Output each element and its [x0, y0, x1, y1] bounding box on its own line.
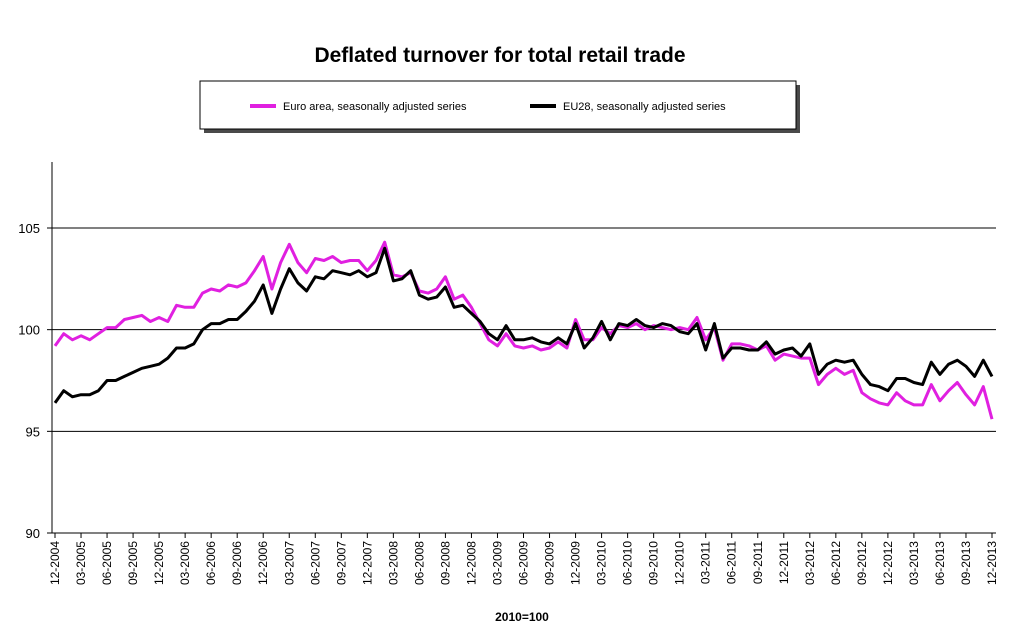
y-tick-label: 90: [26, 526, 40, 541]
series-line-euro-area: [53, 240, 994, 420]
x-tick-label: 12-2012: [881, 541, 895, 585]
x-tick-label: 12-2007: [360, 541, 374, 585]
x-tick-label: 06-2010: [621, 541, 635, 585]
x-tick-label: 06-2006: [204, 541, 218, 585]
y-tick-label: 105: [18, 221, 40, 236]
x-tick-label: 12-2004: [48, 541, 62, 585]
x-tick-label: 06-2012: [829, 541, 843, 585]
x-tick-label: 03-2013: [907, 541, 921, 585]
x-axis-ticks: 12-2004 03-2005 06-2005 09-2005 12-2005 03-20…: [48, 533, 999, 585]
x-tick-label: 03-2011: [699, 541, 713, 584]
legend-label-euro-area: Euro area, seasonally adjusted series: [283, 101, 467, 113]
x-tick-label: 06-2005: [100, 541, 114, 585]
chart-title: Deflated turnover for total retail trade: [314, 44, 685, 67]
x-tick-label: 09-2005: [126, 541, 140, 585]
x-tick-label: 09-2011: [751, 541, 765, 584]
x-tick-label: 03-2012: [803, 541, 817, 585]
series-lines: [53, 240, 994, 420]
x-tick-label: 06-2008: [412, 541, 426, 585]
x-tick-label: 06-2009: [517, 541, 531, 585]
x-tick-label: 09-2013: [959, 541, 973, 585]
x-tick-label: 09-2009: [543, 541, 557, 585]
y-axis-ticks: 90 95 100 105: [18, 221, 52, 541]
x-tick-label: 12-2005: [152, 541, 166, 585]
x-tick-label: 12-2008: [464, 541, 478, 585]
x-tick-label: 03-2008: [386, 541, 400, 585]
x-tick-label: 09-2008: [438, 541, 452, 585]
series-line-eu28: [53, 246, 994, 404]
x-tick-label: 03-2006: [178, 541, 192, 585]
x-tick-label: 03-2005: [74, 541, 88, 585]
x-tick-label: 09-2012: [855, 541, 869, 585]
x-tick-label: 06-2013: [933, 541, 947, 585]
x-tick-label: 12-2006: [256, 541, 270, 585]
x-tick-label: 03-2007: [282, 541, 296, 585]
x-tick-label: 09-2006: [230, 541, 244, 585]
x-tick-label: 09-2010: [647, 541, 661, 585]
y-tick-label: 95: [26, 424, 40, 439]
legend-box: [199, 80, 797, 130]
x-tick-label: 03-2009: [490, 541, 504, 585]
x-tick-label: 03-2010: [595, 541, 609, 585]
y-tick-label: 100: [18, 323, 40, 338]
x-tick-label: 09-2007: [334, 541, 348, 585]
gridlines: [52, 227, 996, 432]
x-axis-label: 2010=100: [495, 610, 549, 624]
x-tick-label: 12-2010: [673, 541, 687, 585]
x-tick-label: 12-2009: [569, 541, 583, 585]
x-tick-label: 06-2011: [725, 541, 739, 584]
x-tick-label: 12-2011: [777, 541, 791, 584]
legend: Euro area, seasonally adjusted series EU…: [199, 80, 800, 133]
legend-label-eu28: EU28, seasonally adjusted series: [563, 101, 726, 113]
x-tick-label: 06-2007: [308, 541, 322, 585]
x-tick-label: 12-2013: [985, 541, 999, 585]
